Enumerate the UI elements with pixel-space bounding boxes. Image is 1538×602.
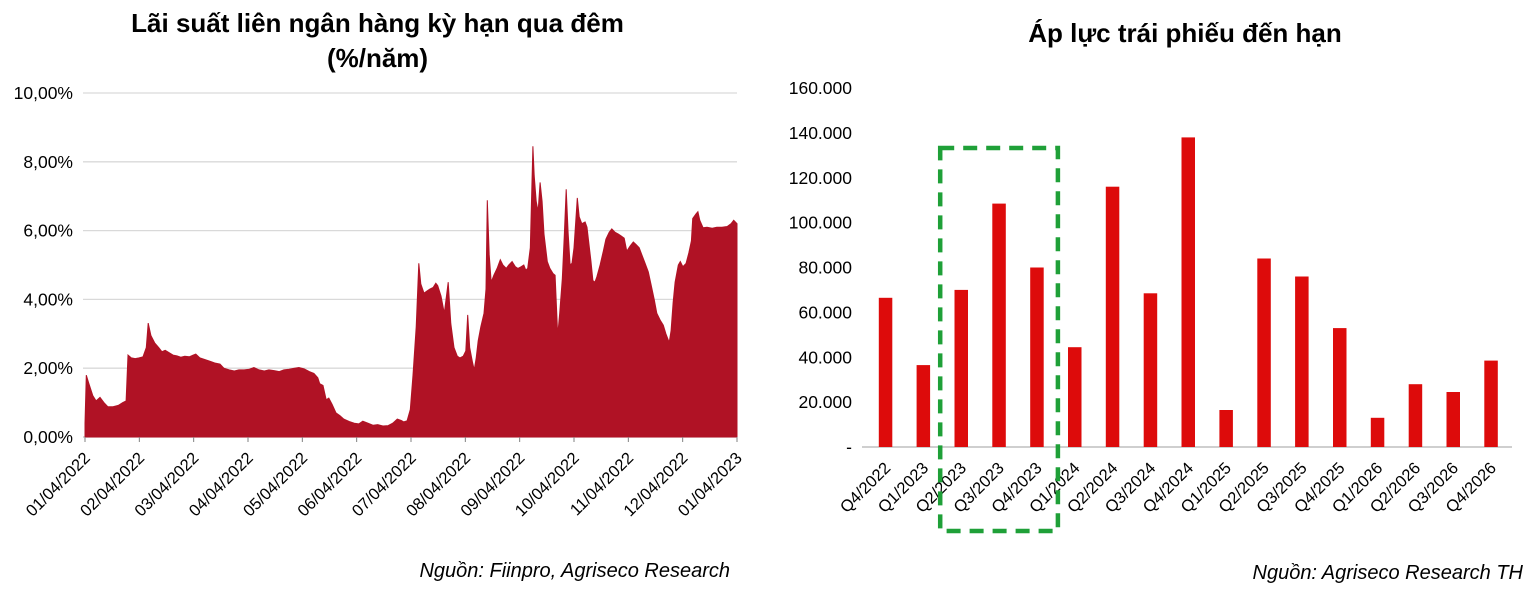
y-axis-tick-label: 0,00%	[23, 427, 73, 447]
bar-Q1-2025	[1219, 410, 1233, 447]
y-axis-tick-label: 60.000	[798, 302, 852, 322]
bar-Q2-2025	[1257, 258, 1271, 447]
bar-Q4-2025	[1333, 328, 1347, 447]
bar-Q2-2026	[1408, 384, 1423, 447]
y-axis-tick-label: 100.000	[789, 213, 853, 233]
y-axis-tick-label: 10,00%	[14, 83, 73, 103]
left-chart-title-line2: (%/năm)	[326, 43, 429, 73]
y-axis-tick-label: 8,00%	[23, 152, 73, 172]
bar-Q1-2026	[1370, 417, 1385, 447]
y-axis-tick-label: 40.000	[798, 347, 852, 367]
bar-Q3-2026	[1446, 392, 1460, 447]
y-axis-tick-label: 4,00%	[23, 289, 73, 309]
bar-Q3-2023	[992, 203, 1006, 447]
bar-Q4-2024	[1181, 137, 1195, 447]
y-axis-tick-label: 2,00%	[23, 358, 73, 378]
bar-Q4-2022	[878, 297, 893, 447]
y-axis-tick-label: -	[846, 437, 852, 457]
y-axis-tick-label: 6,00%	[23, 221, 73, 241]
y-axis-tick-label: 20.000	[798, 392, 852, 412]
bar-Q1-2023	[916, 365, 931, 447]
y-axis-tick-label: 120.000	[789, 168, 853, 188]
highlight-box-2023-maturities	[937, 145, 1061, 534]
bar-Q4-2026	[1484, 360, 1498, 447]
bar-Q2-2023	[954, 289, 968, 447]
rate-area-series	[84, 146, 738, 438]
bar-Q3-2024	[1143, 293, 1158, 447]
y-axis-tick-label: 80.000	[798, 258, 852, 278]
bar-Q4-2023	[1030, 267, 1044, 447]
left-chart-source: Nguồn: Fiinpro, Agriseco Research	[419, 560, 730, 582]
y-axis-tick-label: 140.000	[789, 123, 853, 143]
y-axis-tick-label: 160.000	[789, 78, 853, 98]
bar-Q1-2024	[1068, 347, 1082, 447]
right-chart-title: Áp lực trái phiếu đến hạn	[1028, 18, 1342, 48]
bar-Q3-2025	[1295, 276, 1309, 447]
left-chart-title-line1: Lãi suất liên ngân hàng kỳ hạn qua đêm	[131, 8, 624, 38]
bar-Q2-2024	[1105, 186, 1120, 447]
right-chart-source: Nguồn: Agriseco Research TH	[1252, 562, 1524, 584]
left-chart-title: Lãi suất liên ngân hàng kỳ hạn qua đêm (…	[55, 6, 700, 76]
